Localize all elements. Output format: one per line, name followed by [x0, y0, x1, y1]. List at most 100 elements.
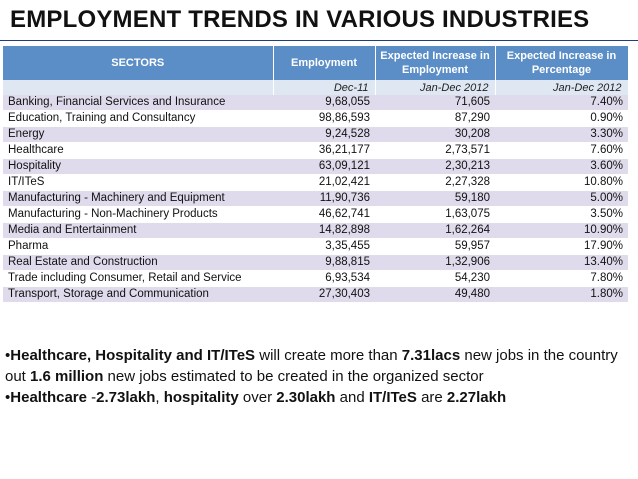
increase-percentage-cell: 5.00% — [495, 190, 628, 207]
sector-cell: IT/ITeS — [3, 174, 273, 191]
slide-title: EMPLOYMENT TRENDS IN VARIOUS INDUSTRIES — [10, 6, 590, 33]
header-expected-increase-percentage: Expected Increase in Percentage — [495, 46, 628, 80]
table-row: Manufacturing - Non-Machinery Products 46… — [3, 206, 628, 223]
note-text: are — [416, 389, 447, 406]
sector-cell: Hospitality — [3, 158, 273, 175]
sector-cell: Trade including Consumer, Retail and Ser… — [3, 270, 273, 287]
note-bullet-2: •Healthcare -2.73lakh, hospitality over … — [5, 387, 638, 408]
note-text: and — [335, 389, 369, 406]
note-text-bold: Healthcare, Hospitality and IT/ITeS — [10, 347, 256, 364]
subheader-percentage-period: Jan-Dec 2012 — [495, 80, 628, 95]
table-row: Real Estate and Construction 9,88,815 1,32… — [3, 254, 628, 271]
note-bullet-1: •Healthcare, Hospitality and IT/ITeS wil… — [5, 345, 638, 387]
note-text-bold: IT/ITeS — [368, 389, 417, 406]
header-employment: Employment — [273, 46, 376, 80]
sector-cell: Manufacturing - Machinery and Equipment — [3, 190, 273, 207]
subheader-sectors — [3, 80, 274, 95]
sector-cell: Pharma — [3, 238, 273, 255]
increase-employment-cell: 87,290 — [375, 110, 495, 127]
employment-cell: 3,35,455 — [273, 238, 375, 255]
increase-percentage-cell: 10.80% — [495, 174, 628, 191]
note-text: over — [238, 389, 277, 406]
sector-cell: Manufacturing - Non-Machinery Products — [3, 206, 273, 223]
sector-cell: Real Estate and Construction — [3, 254, 273, 271]
increase-employment-cell: 54,230 — [375, 270, 495, 287]
employment-cell: 9,88,815 — [273, 254, 375, 271]
increase-percentage-cell: 10.90% — [495, 222, 628, 239]
notes-section: •Healthcare, Hospitality and IT/ITeS wil… — [5, 345, 638, 475]
employment-cell: 98,86,593 — [273, 110, 375, 127]
note-text: new jobs estimated to be created in the … — [103, 368, 484, 385]
increase-employment-cell: 2,30,213 — [375, 158, 495, 175]
employment-cell: 27,30,403 — [273, 286, 375, 303]
table-subheader-row: Dec-11 Jan-Dec 2012 Jan-Dec 2012 — [3, 80, 628, 95]
sector-cell: Healthcare — [3, 142, 273, 159]
table-row: Media and Entertainment 14,82,898 1,62,264… — [3, 222, 628, 239]
increase-employment-cell: 30,208 — [375, 126, 495, 143]
increase-employment-cell: 59,180 — [375, 190, 495, 207]
employment-table: SECTORS Employment Expected Increase in … — [3, 46, 628, 303]
table-row: Education, Training and Consultancy 98,86… — [3, 110, 628, 127]
increase-percentage-cell: 1.80% — [495, 286, 628, 303]
sector-cell: Transport, Storage and Communication — [3, 286, 273, 303]
increase-employment-cell: 59,957 — [375, 238, 495, 255]
note-text-bold: hospitality — [163, 389, 239, 406]
increase-employment-cell: 1,63,075 — [375, 206, 495, 223]
increase-percentage-cell: 7.80% — [495, 270, 628, 287]
table-row: Manufacturing - Machinery and Equipment 1… — [3, 190, 628, 207]
increase-employment-cell: 1,32,906 — [375, 254, 495, 271]
increase-percentage-cell: 13.40% — [495, 254, 628, 271]
increase-employment-cell: 2,73,571 — [375, 142, 495, 159]
increase-employment-cell: 1,62,264 — [375, 222, 495, 239]
note-text-bold: 2.73lakh — [96, 389, 156, 406]
header-expected-increase-employment: Expected Increase in Employment — [375, 46, 496, 80]
table-row: Banking, Financial Services and Insuranc… — [3, 95, 628, 111]
sector-cell: Banking, Financial Services and Insuranc… — [3, 95, 273, 111]
bullet-marker: • — [5, 389, 11, 406]
increase-percentage-cell: 3.60% — [495, 158, 628, 175]
note-text: , — [155, 389, 164, 406]
increase-percentage-cell: 3.50% — [495, 206, 628, 223]
employment-cell: 21,02,421 — [273, 174, 375, 191]
subheader-increase-period: Jan-Dec 2012 — [375, 80, 496, 95]
employment-table-container: SECTORS Employment Expected Increase in … — [3, 46, 628, 338]
table-row: Hospitality 63,09,121 2,30,213 3.60% — [3, 158, 628, 175]
table-row: Trade including Consumer, Retail and Ser… — [3, 270, 628, 287]
employment-cell: 46,62,741 — [273, 206, 375, 223]
employment-cell: 36,21,177 — [273, 142, 375, 159]
employment-cell: 9,68,055 — [273, 95, 375, 111]
sector-cell: Energy — [3, 126, 273, 143]
header-sectors: SECTORS — [3, 46, 274, 80]
table-header-row: SECTORS Employment Expected Increase in … — [3, 46, 628, 80]
increase-percentage-cell: 3.30% — [495, 126, 628, 143]
increase-employment-cell: 71,605 — [375, 95, 495, 111]
table-row: Energy 9,24,528 30,208 3.30% — [3, 126, 628, 143]
employment-cell: 11,90,736 — [273, 190, 375, 207]
sector-cell: Education, Training and Consultancy — [3, 110, 273, 127]
employment-cell: 9,24,528 — [273, 126, 375, 143]
note-text-bold: 2.27lakh — [446, 389, 507, 406]
note-text-bold: Healthcare — [10, 389, 87, 406]
increase-percentage-cell: 0.90% — [495, 110, 628, 127]
table-row: IT/ITeS 21,02,421 2,27,328 10.80% — [3, 174, 628, 191]
increase-percentage-cell: 7.60% — [495, 142, 628, 159]
title-underline — [0, 40, 638, 41]
increase-employment-cell: 2,27,328 — [375, 174, 495, 191]
employment-cell: 14,82,898 — [273, 222, 375, 239]
increase-percentage-cell: 17.90% — [495, 238, 628, 255]
bullet-marker: • — [5, 347, 11, 364]
increase-percentage-cell: 7.40% — [495, 95, 628, 111]
increase-employment-cell: 49,480 — [375, 286, 495, 303]
table-row: Pharma 3,35,455 59,957 17.90% — [3, 238, 628, 255]
note-text-bold: 2.30lakh — [276, 389, 336, 406]
note-text: will create more than — [255, 347, 402, 364]
employment-cell: 6,93,534 — [273, 270, 375, 287]
table-row: Transport, Storage and Communication 27,3… — [3, 286, 628, 303]
table-row: Healthcare 36,21,177 2,73,571 7.60% — [3, 142, 628, 159]
subheader-employment-date: Dec-11 — [273, 80, 376, 95]
note-text-bold: 1.6 million — [30, 368, 104, 385]
note-text: new jobs in the country out — [5, 347, 618, 385]
sector-cell: Media and Entertainment — [3, 222, 273, 239]
employment-cell: 63,09,121 — [273, 158, 375, 175]
table-body: Banking, Financial Services and Insuranc… — [3, 95, 628, 303]
